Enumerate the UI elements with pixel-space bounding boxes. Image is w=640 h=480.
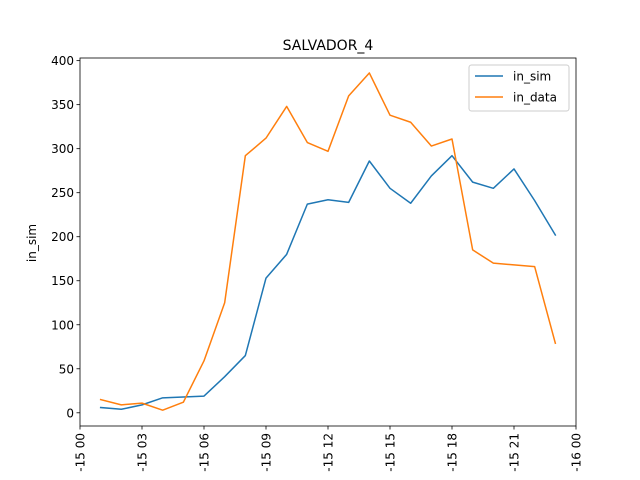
y-tick-label: 250 (51, 186, 74, 200)
x-tick-label: -16 00 (570, 433, 584, 472)
y-tick-label: 100 (51, 318, 74, 332)
y-tick-label: 400 (51, 54, 74, 68)
y-tick-label: 150 (51, 274, 74, 288)
y-axis: 0 50 100 150 200 250 300 350 400 (51, 54, 80, 420)
x-tick-label: -15 00 (74, 433, 88, 472)
axes-frame (79, 57, 577, 427)
y-tick-label: 200 (51, 230, 74, 244)
y-tick-label: 300 (51, 142, 74, 156)
x-axis: -15 00 -15 03 -15 06 -15 09 -15 12 -15 15 -15 … (74, 426, 584, 472)
x-tick-label: -15 15 (384, 433, 398, 472)
y-tick-label: 50 (59, 362, 74, 376)
y-axis-label: in_sim (25, 224, 39, 262)
legend-label-in_data: in_data (513, 91, 557, 105)
series-lines (99, 72, 557, 411)
legend: in_sim in_data (468, 64, 570, 112)
x-tick-label: -15 03 (136, 433, 150, 472)
x-tick-label: -15 21 (508, 433, 522, 472)
y-tick-label: 0 (66, 406, 74, 420)
legend-label-in_sim: in_sim (513, 70, 551, 84)
y-tick-label: 350 (51, 98, 74, 112)
x-tick-label: -15 12 (322, 433, 336, 472)
x-tick-label: -15 09 (260, 433, 274, 472)
x-tick-label: -15 06 (198, 433, 212, 472)
x-tick-label: -15 18 (446, 433, 460, 472)
chart-title: SALVADOR_4 (283, 38, 374, 54)
